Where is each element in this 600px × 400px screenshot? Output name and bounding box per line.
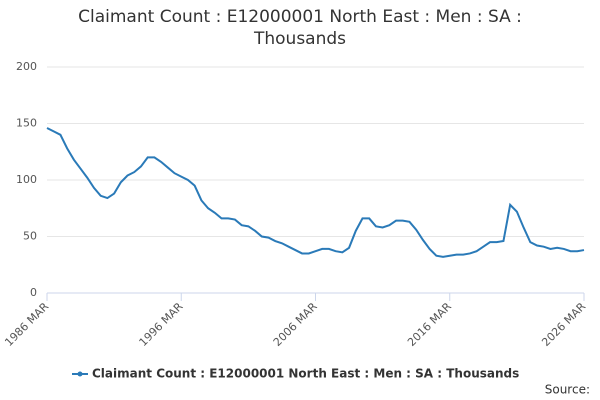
x-tick-label: 2026 MAR — [539, 300, 588, 349]
y-tick-label: 150 — [16, 117, 37, 130]
y-tick-label: 50 — [23, 230, 37, 243]
x-tick-label: 1996 MAR — [137, 300, 186, 349]
y-tick-label: 200 — [16, 60, 37, 73]
y-tick-label: 100 — [16, 173, 37, 186]
chart-title: Claimant Count : E12000001 North East : … — [78, 7, 522, 49]
y-tick-label: 0 — [30, 286, 37, 299]
legend-label: Claimant Count : E12000001 North East : … — [92, 367, 519, 381]
source: Source: — [545, 383, 590, 397]
x-tick-label: 2016 MAR — [405, 300, 454, 349]
x-tick-label: 2006 MAR — [271, 300, 320, 349]
series-line — [46, 127, 585, 258]
legend-marker — [77, 371, 83, 377]
x-tick-label: 1986 MAR — [2, 300, 51, 349]
